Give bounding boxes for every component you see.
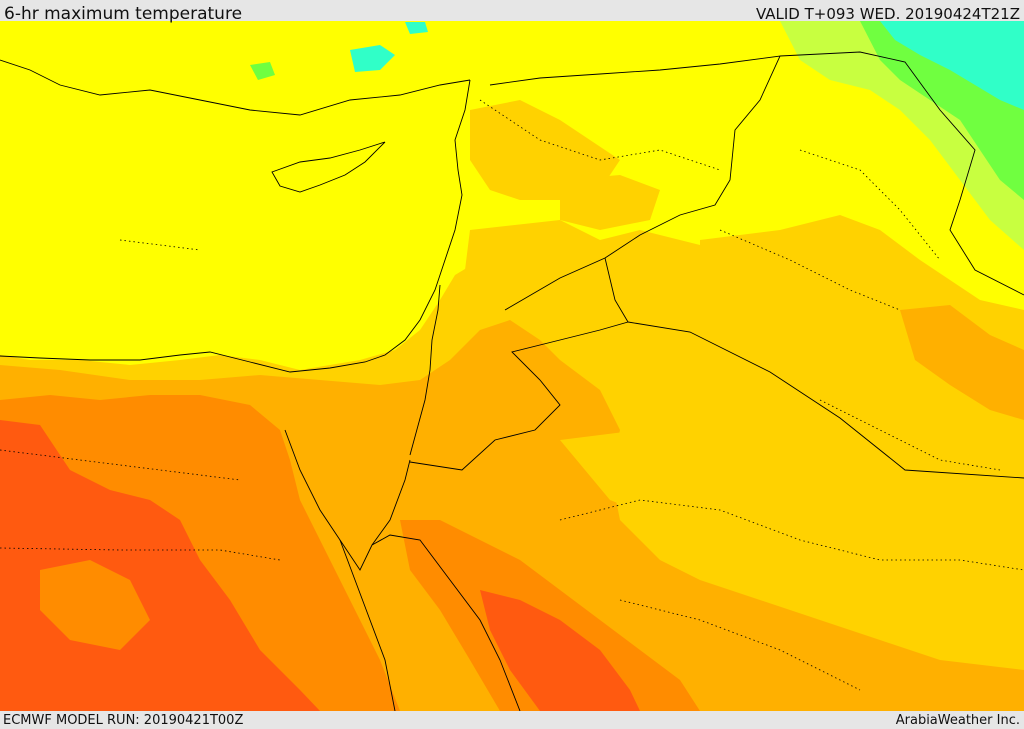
red-hotspot-saudi (480, 590, 640, 711)
orange-patch-syria (560, 175, 660, 230)
internal-borders (0, 99, 1024, 691)
map-footer: ECMWF MODEL RUN: 20190421T00Z ArabiaWeat… (0, 711, 1024, 729)
cyan-patch-top (405, 22, 428, 34)
orange-patch-west-iraq (465, 220, 700, 310)
map-header: 6-hr maximum temperature VALID T+093 WED… (0, 0, 1024, 24)
boundaries (0, 51, 1024, 711)
valid-time: VALID T+093 WED. 20190424T21Z (755, 5, 1020, 23)
orange-patch-east (900, 305, 1024, 420)
green-patch-north (250, 62, 275, 80)
model-run-label: ECMWF MODEL RUN: 20190421T00Z (3, 713, 244, 728)
orange-patch-levant (470, 100, 620, 200)
red-hotspot-west-inner (40, 560, 150, 650)
light-orange-arabia (560, 430, 1024, 640)
map-title: 6-hr maximum temperature (4, 4, 243, 24)
cyan-northeast (880, 21, 1024, 110)
credit-label: ArabiaWeather Inc. (895, 713, 1020, 728)
cyan-patch-north (350, 45, 395, 72)
temperature-map (0, 21, 1024, 711)
